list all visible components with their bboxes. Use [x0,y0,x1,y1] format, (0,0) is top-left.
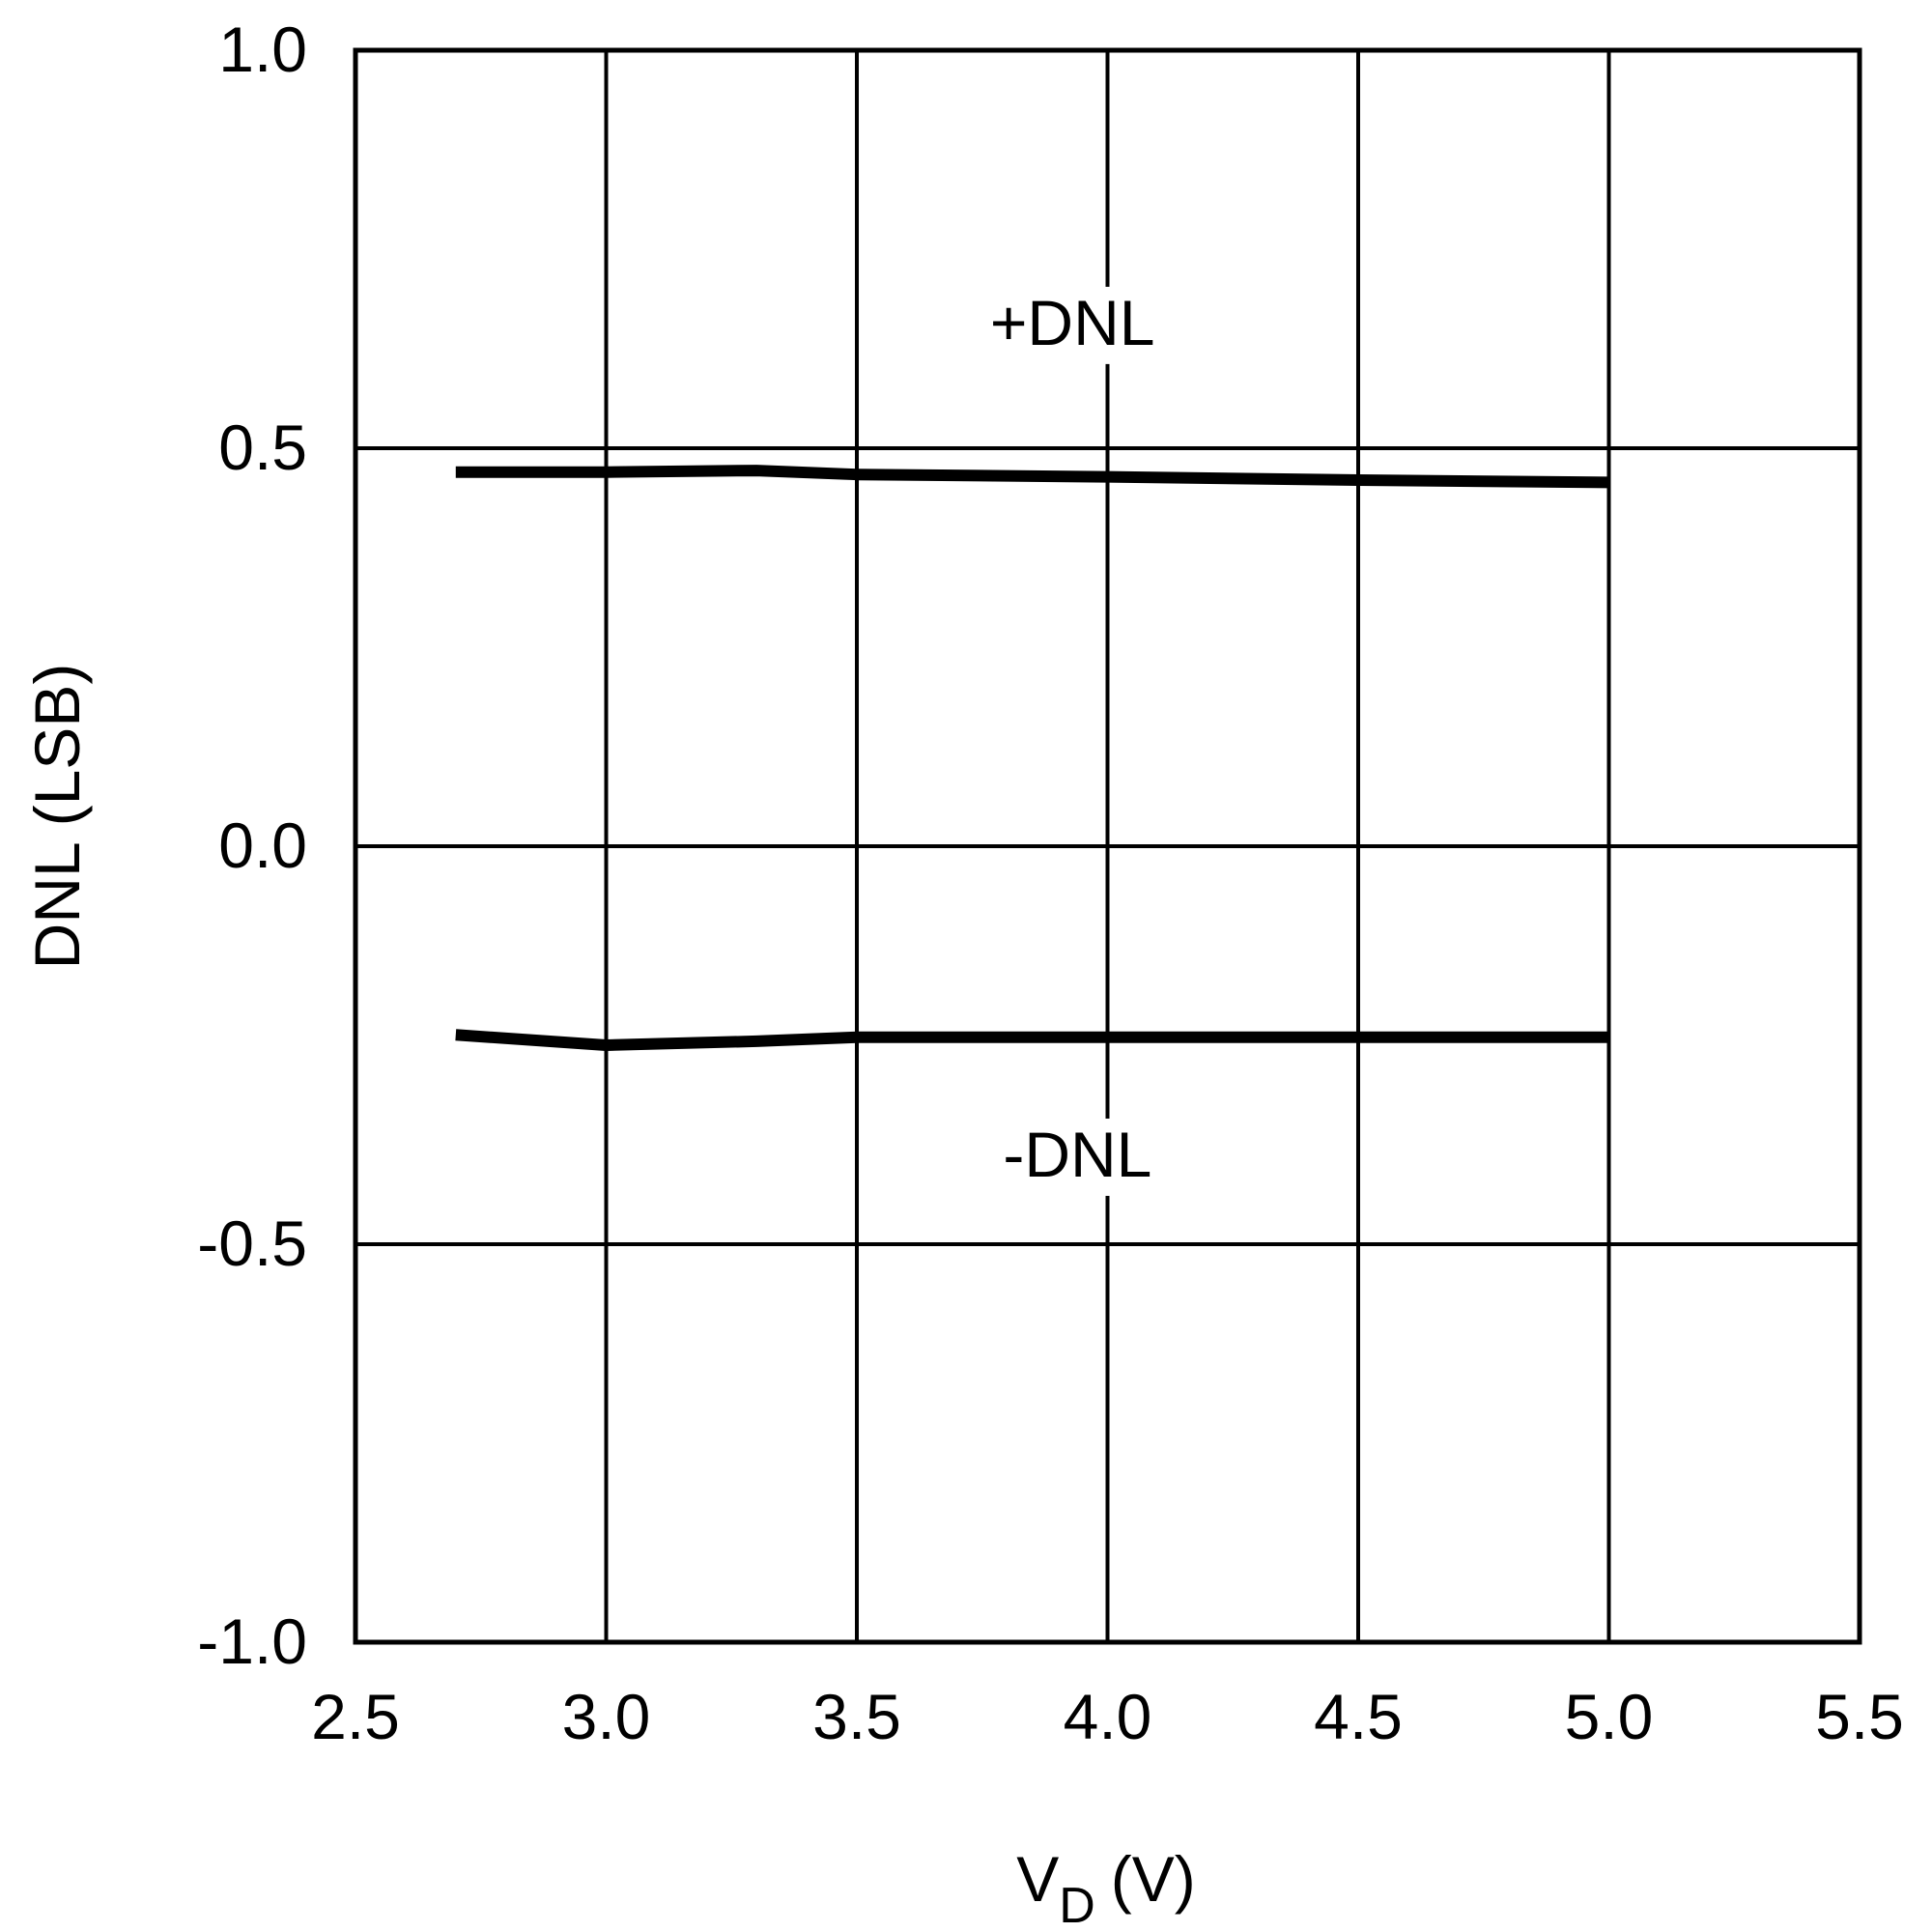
x-axis-title-main: V [1016,1843,1059,1915]
tick-labels: 2.5 3.0 3.5 4.0 4.5 5.0 5.5 1.0 0.5 0.0 -0.5 -1.0 [197,14,1904,1752]
y-axis-title: DNL (LSB) [21,664,93,970]
plot-frame [353,47,1862,1645]
x-tick-label: 5.5 [1815,1681,1904,1752]
series-line-minus-dnl [455,1029,1609,1051]
x-tick-label: 4.5 [1314,1681,1403,1752]
x-axis-title-unit: (V) [1111,1843,1196,1915]
annotation-plus-dnl-text: +DNL [990,287,1155,358]
series-line-plus-dnl [455,465,1609,489]
x-tick-label: 3.5 [812,1681,901,1752]
y-tick-label: -1.0 [197,1605,307,1677]
y-tick-label: 1.0 [218,14,307,85]
y-tick-label: 0.5 [218,412,307,483]
x-axis-title: VD (V) [1016,1843,1196,1932]
annotation-minus-dnl-text: -DNL [1003,1119,1151,1190]
x-tick-label: 5.0 [1565,1681,1654,1752]
annotation-minus-dnl: -DNL [961,1118,1194,1196]
y-tick-label: 0.0 [218,810,307,881]
x-axis-title-subscript: D [1059,1878,1095,1932]
x-tick-label: 3.0 [562,1681,651,1752]
x-tick-label: 4.0 [1064,1681,1152,1752]
x-tick-label: 2.5 [311,1681,400,1752]
annotation-plus-dnl: +DNL [956,286,1189,364]
y-tick-label: -0.5 [197,1208,307,1279]
series-layer [455,465,1609,1051]
